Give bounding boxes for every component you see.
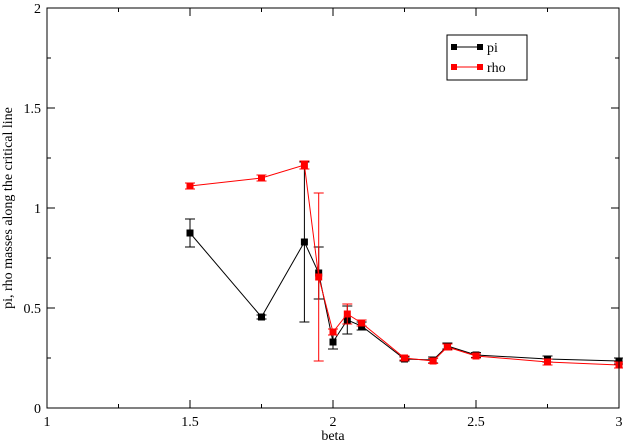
data-point-rho — [186, 182, 194, 190]
axis-layer: 1 1.5 2 2.5 3 0 0.5 1 1.5 2 — [24, 2, 623, 430]
data-point-rho — [472, 352, 480, 360]
legend-marker-rho — [477, 64, 483, 70]
data-point-rho — [300, 161, 308, 169]
series-line-pi — [189, 232, 620, 362]
data-point-rho — [443, 343, 451, 351]
series-pi — [185, 161, 623, 365]
data-point-pi — [300, 238, 308, 246]
y-axis-title: pi, rho masses along the critical line — [1, 107, 16, 309]
data-point-rho — [258, 174, 265, 182]
data-point-pi — [186, 229, 194, 237]
data-point-rho — [358, 319, 366, 327]
x-axis-title: beta — [321, 429, 345, 443]
y-tick-label: 2 — [34, 2, 41, 17]
x-tick-label: 2.5 — [467, 415, 485, 430]
legend-label-pi: pi — [487, 41, 498, 56]
data-point-rho — [544, 358, 551, 366]
data-point-rho — [329, 328, 337, 336]
legend-label-rho: rho — [487, 61, 506, 76]
data-point-rho — [401, 354, 408, 362]
x-tick-label: 2 — [330, 415, 337, 430]
data-point-pi — [258, 313, 265, 321]
x-tick-label: 1.5 — [181, 415, 199, 430]
legend-marker-rho — [451, 64, 457, 70]
x-tick-label: 1 — [44, 415, 51, 430]
y-tick-label: 1.5 — [24, 102, 42, 117]
data-point-rho — [315, 273, 323, 281]
legend-marker-pi — [477, 44, 483, 50]
series-rho — [185, 160, 623, 369]
data-point-rho — [343, 310, 351, 318]
series-line-rho — [189, 164, 620, 366]
y-tick-label: 0.5 — [24, 302, 42, 317]
data-point-rho — [429, 357, 437, 365]
x-tick-label: 3 — [616, 415, 623, 430]
legend-marker-pi — [451, 44, 457, 50]
legend-box — [446, 34, 528, 81]
data-point-pi — [329, 338, 337, 346]
y-tick-label: 0 — [34, 402, 41, 417]
y-tick-label: 1 — [34, 202, 41, 217]
series-layer — [185, 160, 623, 369]
legend: pi rho — [446, 34, 528, 81]
